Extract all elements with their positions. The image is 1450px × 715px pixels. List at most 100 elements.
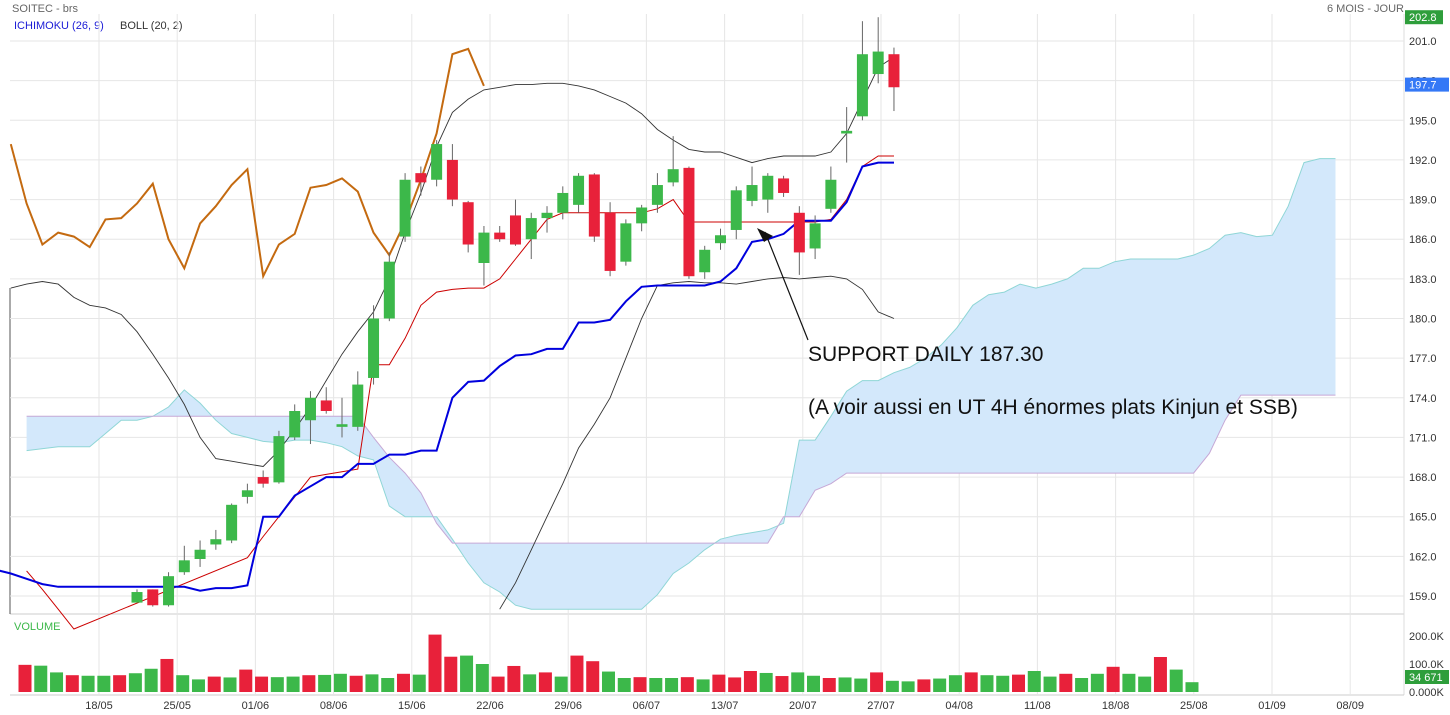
volume-bar [1153, 657, 1167, 692]
date-tick-label: 27/07 [867, 700, 895, 712]
price-tick-label: 186.0 [1409, 234, 1437, 246]
period-label: 6 MOIS - JOUR [1327, 3, 1404, 15]
date-tick-label: 13/07 [711, 700, 739, 712]
volume-bar [428, 634, 442, 692]
volume-bar [113, 675, 127, 692]
price-axis: 201.0198.0195.0192.0189.0186.0183.0180.0… [1405, 10, 1449, 603]
annotation-line-2: (A voir aussi en UT 4H énormes plats Kin… [808, 396, 1298, 419]
price-tick-label: 201.0 [1409, 36, 1437, 48]
volume-bar [696, 679, 710, 692]
volume-bar [460, 655, 474, 692]
candle-body [651, 185, 663, 205]
last-price-badge-text: 197.7 [1409, 80, 1437, 92]
volume-bar [50, 672, 64, 692]
volume-bar [870, 672, 884, 692]
ichimoku-cloud [26, 158, 1336, 610]
candle-body [320, 400, 332, 411]
volume-bar [838, 677, 852, 692]
price-tick-label: 171.0 [1409, 432, 1437, 444]
candle-body [226, 504, 238, 541]
candle-body [478, 232, 490, 263]
volume-bar [649, 678, 663, 692]
support-annotation: SUPPORT DAILY 187.30 (A voir aussi en UT… [757, 228, 1298, 419]
volume-bar [286, 676, 300, 692]
price-tick-label: 189.0 [1409, 195, 1437, 207]
volume-bar [475, 664, 489, 692]
candle-body [509, 215, 521, 245]
volume-bar [1059, 673, 1073, 692]
candle-body [557, 192, 569, 213]
volume-bar [885, 680, 899, 692]
candle-body [888, 54, 900, 88]
volume-bar [302, 675, 316, 692]
candle-body [415, 173, 427, 183]
price-tick-label: 183.0 [1409, 274, 1437, 286]
volume-bar [964, 672, 978, 692]
date-tick-label: 25/05 [163, 700, 191, 712]
price-tick-label: 180.0 [1409, 314, 1437, 326]
symbol-title: SOITEC - brs [12, 3, 79, 15]
volume-bar [318, 674, 332, 692]
volume-bar [1043, 676, 1057, 692]
candle-body [573, 175, 585, 205]
ichimoku-legend[interactable]: ICHIMOKU (26, 9) [14, 20, 104, 32]
volume-bar [223, 677, 237, 692]
candle-body [194, 549, 206, 559]
candle-body [841, 130, 853, 134]
bollinger-legend[interactable]: BOLL (20, 2) [120, 20, 183, 32]
candle-body [825, 179, 837, 209]
candle-body [462, 202, 474, 245]
date-tick-label: 20/07 [789, 700, 817, 712]
candle-body [383, 261, 395, 319]
volume-bar [554, 676, 568, 692]
volume-bar [791, 672, 805, 692]
volume-bar [128, 673, 142, 692]
volume-axis: 200.0K 100.0K 0.000K 34 671 [1405, 631, 1449, 699]
candle-body [746, 185, 758, 201]
volume-bar [1106, 666, 1120, 692]
price-tick-label: 195.0 [1409, 115, 1437, 127]
bollinger-lower-band [499, 275, 895, 610]
candle-body [620, 223, 632, 262]
candle-body [431, 144, 443, 180]
volume-bar [255, 676, 269, 692]
date-tick-label: 08/09 [1336, 700, 1364, 712]
volume-bar [712, 674, 726, 692]
volume-bar [365, 674, 379, 692]
candle-body [683, 167, 695, 277]
candle-body [730, 190, 742, 230]
volume-bar [917, 679, 931, 692]
date-tick-label: 15/06 [398, 700, 426, 712]
volume-bar [239, 669, 253, 692]
candle-body [793, 212, 805, 253]
candle-body [699, 249, 711, 273]
volume-bar [665, 678, 679, 692]
volume-bar [191, 679, 205, 692]
high-price-badge [1405, 10, 1443, 25]
candlestick-series [131, 17, 900, 607]
last-volume-badge-text: 34 671 [1409, 672, 1443, 684]
volume-tick-label: 100.0K [1409, 659, 1445, 671]
bollinger-upper-band [10, 56, 895, 467]
volume-bar [586, 661, 600, 692]
date-tick-label: 25/08 [1180, 700, 1208, 712]
volume-bar [538, 672, 552, 692]
candle-body [289, 411, 301, 438]
volume-bar [333, 673, 347, 692]
volume-bar [160, 658, 174, 692]
volume-bar [176, 675, 190, 692]
date-axis: 18/05 25/05 01/06 08/06 15/06 22/06 29/06 06/07… [85, 700, 1364, 712]
volume-bar [381, 678, 395, 692]
candle-body [604, 212, 616, 271]
candle-body [525, 218, 537, 240]
volume-label: VOLUME [14, 621, 60, 633]
volume-series [18, 634, 1199, 692]
price-tick-label: 165.0 [1409, 512, 1437, 524]
date-tick-label: 11/08 [1024, 700, 1051, 712]
price-tick-label: 159.0 [1409, 591, 1437, 603]
date-tick-label: 08/06 [320, 700, 348, 712]
last-price-badge [1405, 77, 1449, 92]
candle-body [210, 539, 222, 545]
senkou-span-b-line [26, 394, 1336, 544]
annotation-line-1: SUPPORT DAILY 187.30 [808, 343, 1043, 366]
